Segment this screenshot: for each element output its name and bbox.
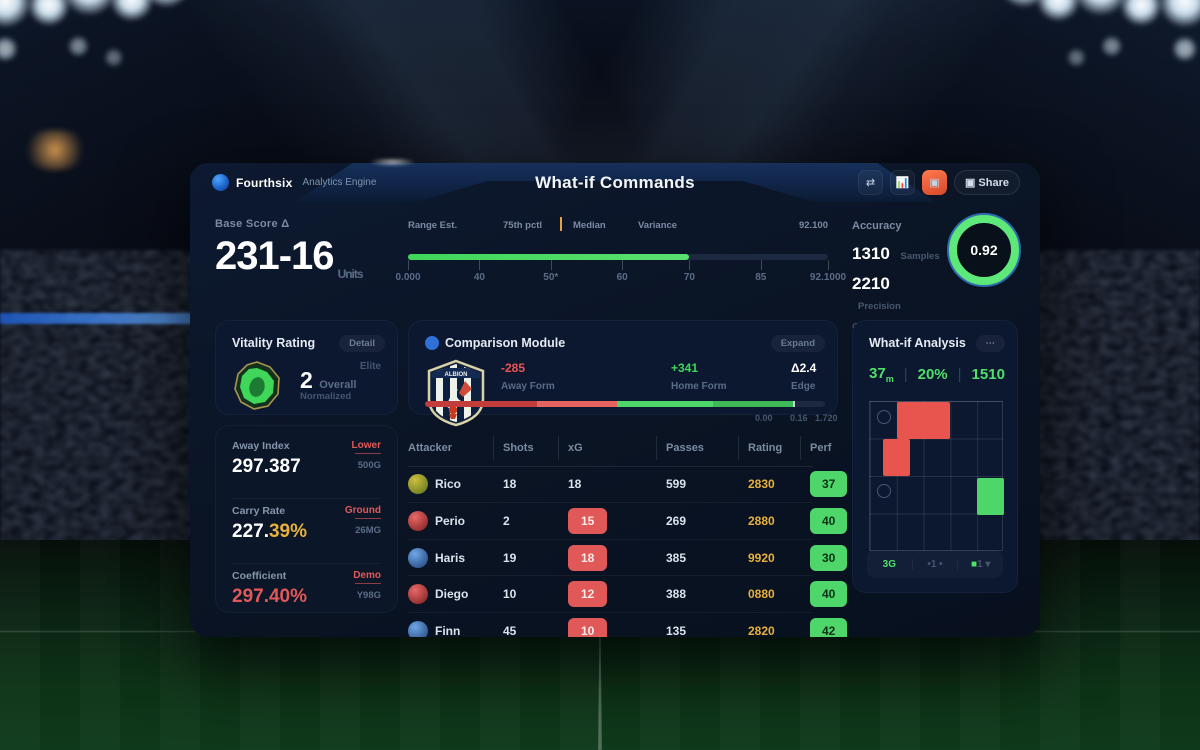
svg-text:ALBION: ALBION [445, 372, 468, 378]
